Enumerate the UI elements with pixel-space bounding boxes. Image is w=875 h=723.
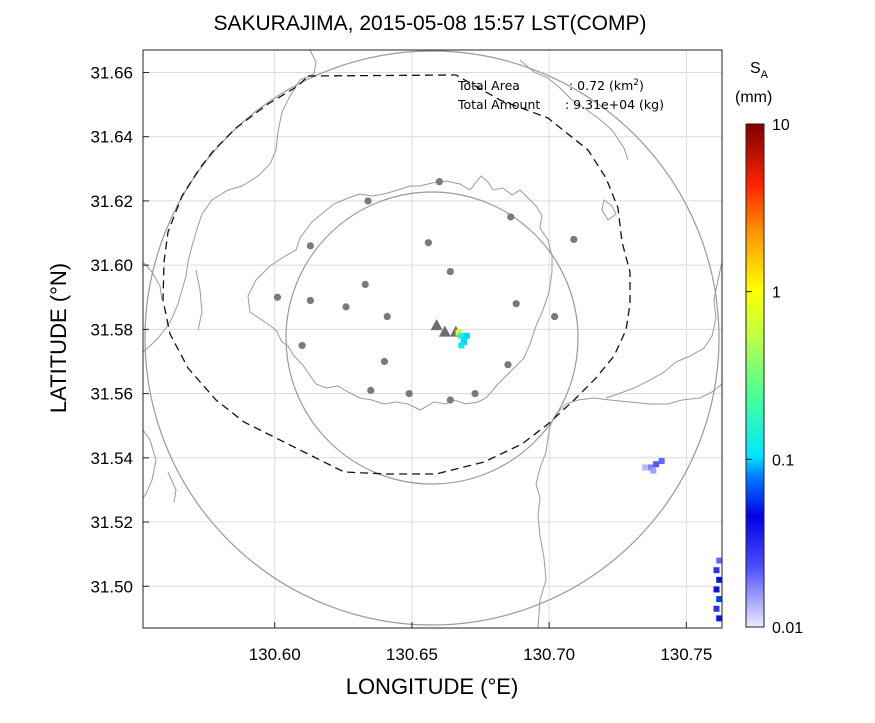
total-area-label: Total Area	[457, 78, 520, 93]
station-point	[383, 312, 391, 321]
colorbar-label: SA	[750, 60, 769, 81]
station-point	[504, 361, 512, 369]
ash-cell	[713, 586, 720, 593]
total-amount-value: : 9.31e+04 (kg)	[565, 97, 664, 112]
colorbar-tick-label: 10	[772, 117, 790, 134]
ash-cell	[458, 342, 465, 349]
ash-cell	[461, 336, 468, 342]
sakurajima-coastline	[247, 175, 553, 411]
station-point	[342, 303, 350, 311]
y-axis-label: LATITUDE (°N)	[46, 263, 71, 413]
kagoshima-coastline-north	[143, 50, 317, 353]
y-tick-label: 31.60	[90, 256, 133, 275]
chart-title: SAKURAJIMA, 2015-05-08 15:57 LST(COMP)	[213, 12, 646, 35]
station-markers	[273, 178, 578, 404]
inner-range-circle	[285, 191, 579, 485]
coastline-east-detail	[601, 199, 722, 399]
summary-annotation: Total Area : 0.72 (km2) Total Amount : 9…	[457, 78, 664, 112]
station-point	[507, 213, 515, 221]
outer-range-circle	[144, 50, 720, 626]
ash-cell	[650, 467, 657, 474]
station-point	[446, 396, 454, 404]
colorbar-tick-label: 0.1	[772, 452, 794, 469]
y-tick-label: 31.58	[90, 320, 133, 339]
coastline-southwest	[143, 429, 177, 503]
colorbar: SA (mm) 0.01 0.1 1 10	[735, 60, 803, 637]
gridlines	[143, 50, 722, 628]
station-point	[367, 386, 375, 394]
ash-cell	[461, 339, 468, 346]
plot-area	[143, 50, 722, 628]
vent-triangle	[430, 319, 443, 331]
ash-cell	[647, 464, 654, 471]
station-point	[424, 239, 432, 247]
y-tick-label: 31.62	[90, 192, 133, 211]
osumi-coastline	[535, 383, 722, 628]
station-point	[273, 293, 282, 301]
station-point	[512, 300, 520, 308]
ash-cell	[716, 615, 722, 622]
station-point	[380, 357, 389, 366]
station-point	[364, 197, 372, 205]
y-tick-label: 31.50	[90, 577, 133, 596]
total-area-value: : 0.72 (km2)	[569, 78, 644, 93]
ash-cell	[458, 332, 465, 339]
station-point	[306, 296, 314, 305]
colorbar-tick-label: 0.01	[772, 620, 803, 637]
station-point	[435, 178, 443, 186]
station-point	[306, 242, 314, 250]
total-amount-label: Total Amount	[457, 97, 540, 112]
axis-ticks: 130.60 130.65 130.70 130.75 31.50 31.52 31.54 3…	[90, 63, 712, 664]
ash-cell	[658, 458, 665, 465]
y-tick-label: 31.52	[90, 513, 133, 532]
ash-cell	[716, 576, 722, 583]
ash-cell	[716, 596, 722, 603]
ash-cells	[455, 329, 722, 622]
station-point	[298, 341, 306, 350]
y-tick-label: 31.56	[90, 385, 133, 404]
x-axis-label: LONGITUDE (°E)	[346, 674, 519, 699]
vent-triangle	[438, 325, 451, 337]
map-layer	[143, 50, 722, 628]
ash-cell	[642, 464, 649, 471]
station-point	[446, 267, 454, 276]
station-point	[570, 235, 578, 244]
ash-cell	[716, 557, 722, 564]
x-tick-label: 130.70	[523, 645, 575, 664]
station-point	[405, 389, 413, 398]
station-point	[551, 312, 559, 321]
ash-cell	[463, 332, 470, 339]
y-tick-label: 31.54	[90, 449, 133, 468]
station-point	[361, 280, 369, 289]
y-tick-label: 31.66	[90, 63, 133, 82]
station-point	[471, 389, 479, 398]
plot-frame	[142, 49, 723, 629]
x-tick-label: 130.65	[386, 645, 438, 664]
colorbar-unit: (mm)	[735, 89, 772, 106]
y-tick-label: 31.64	[90, 128, 133, 147]
ash-cell	[713, 605, 720, 612]
x-tick-label: 130.60	[249, 645, 301, 664]
kagoshima-coastline-west	[143, 261, 203, 331]
coastline-northeast	[519, 59, 629, 161]
colorbar-gradient	[745, 123, 765, 628]
x-tick-label: 130.75	[660, 645, 712, 664]
ash-cell	[653, 461, 660, 468]
ash-cell	[455, 329, 462, 336]
colorbar-tick-label: 1	[772, 285, 781, 302]
ash-cell	[713, 567, 720, 574]
colorbar-ticks: 0.01 0.1 1 10	[746, 117, 803, 637]
